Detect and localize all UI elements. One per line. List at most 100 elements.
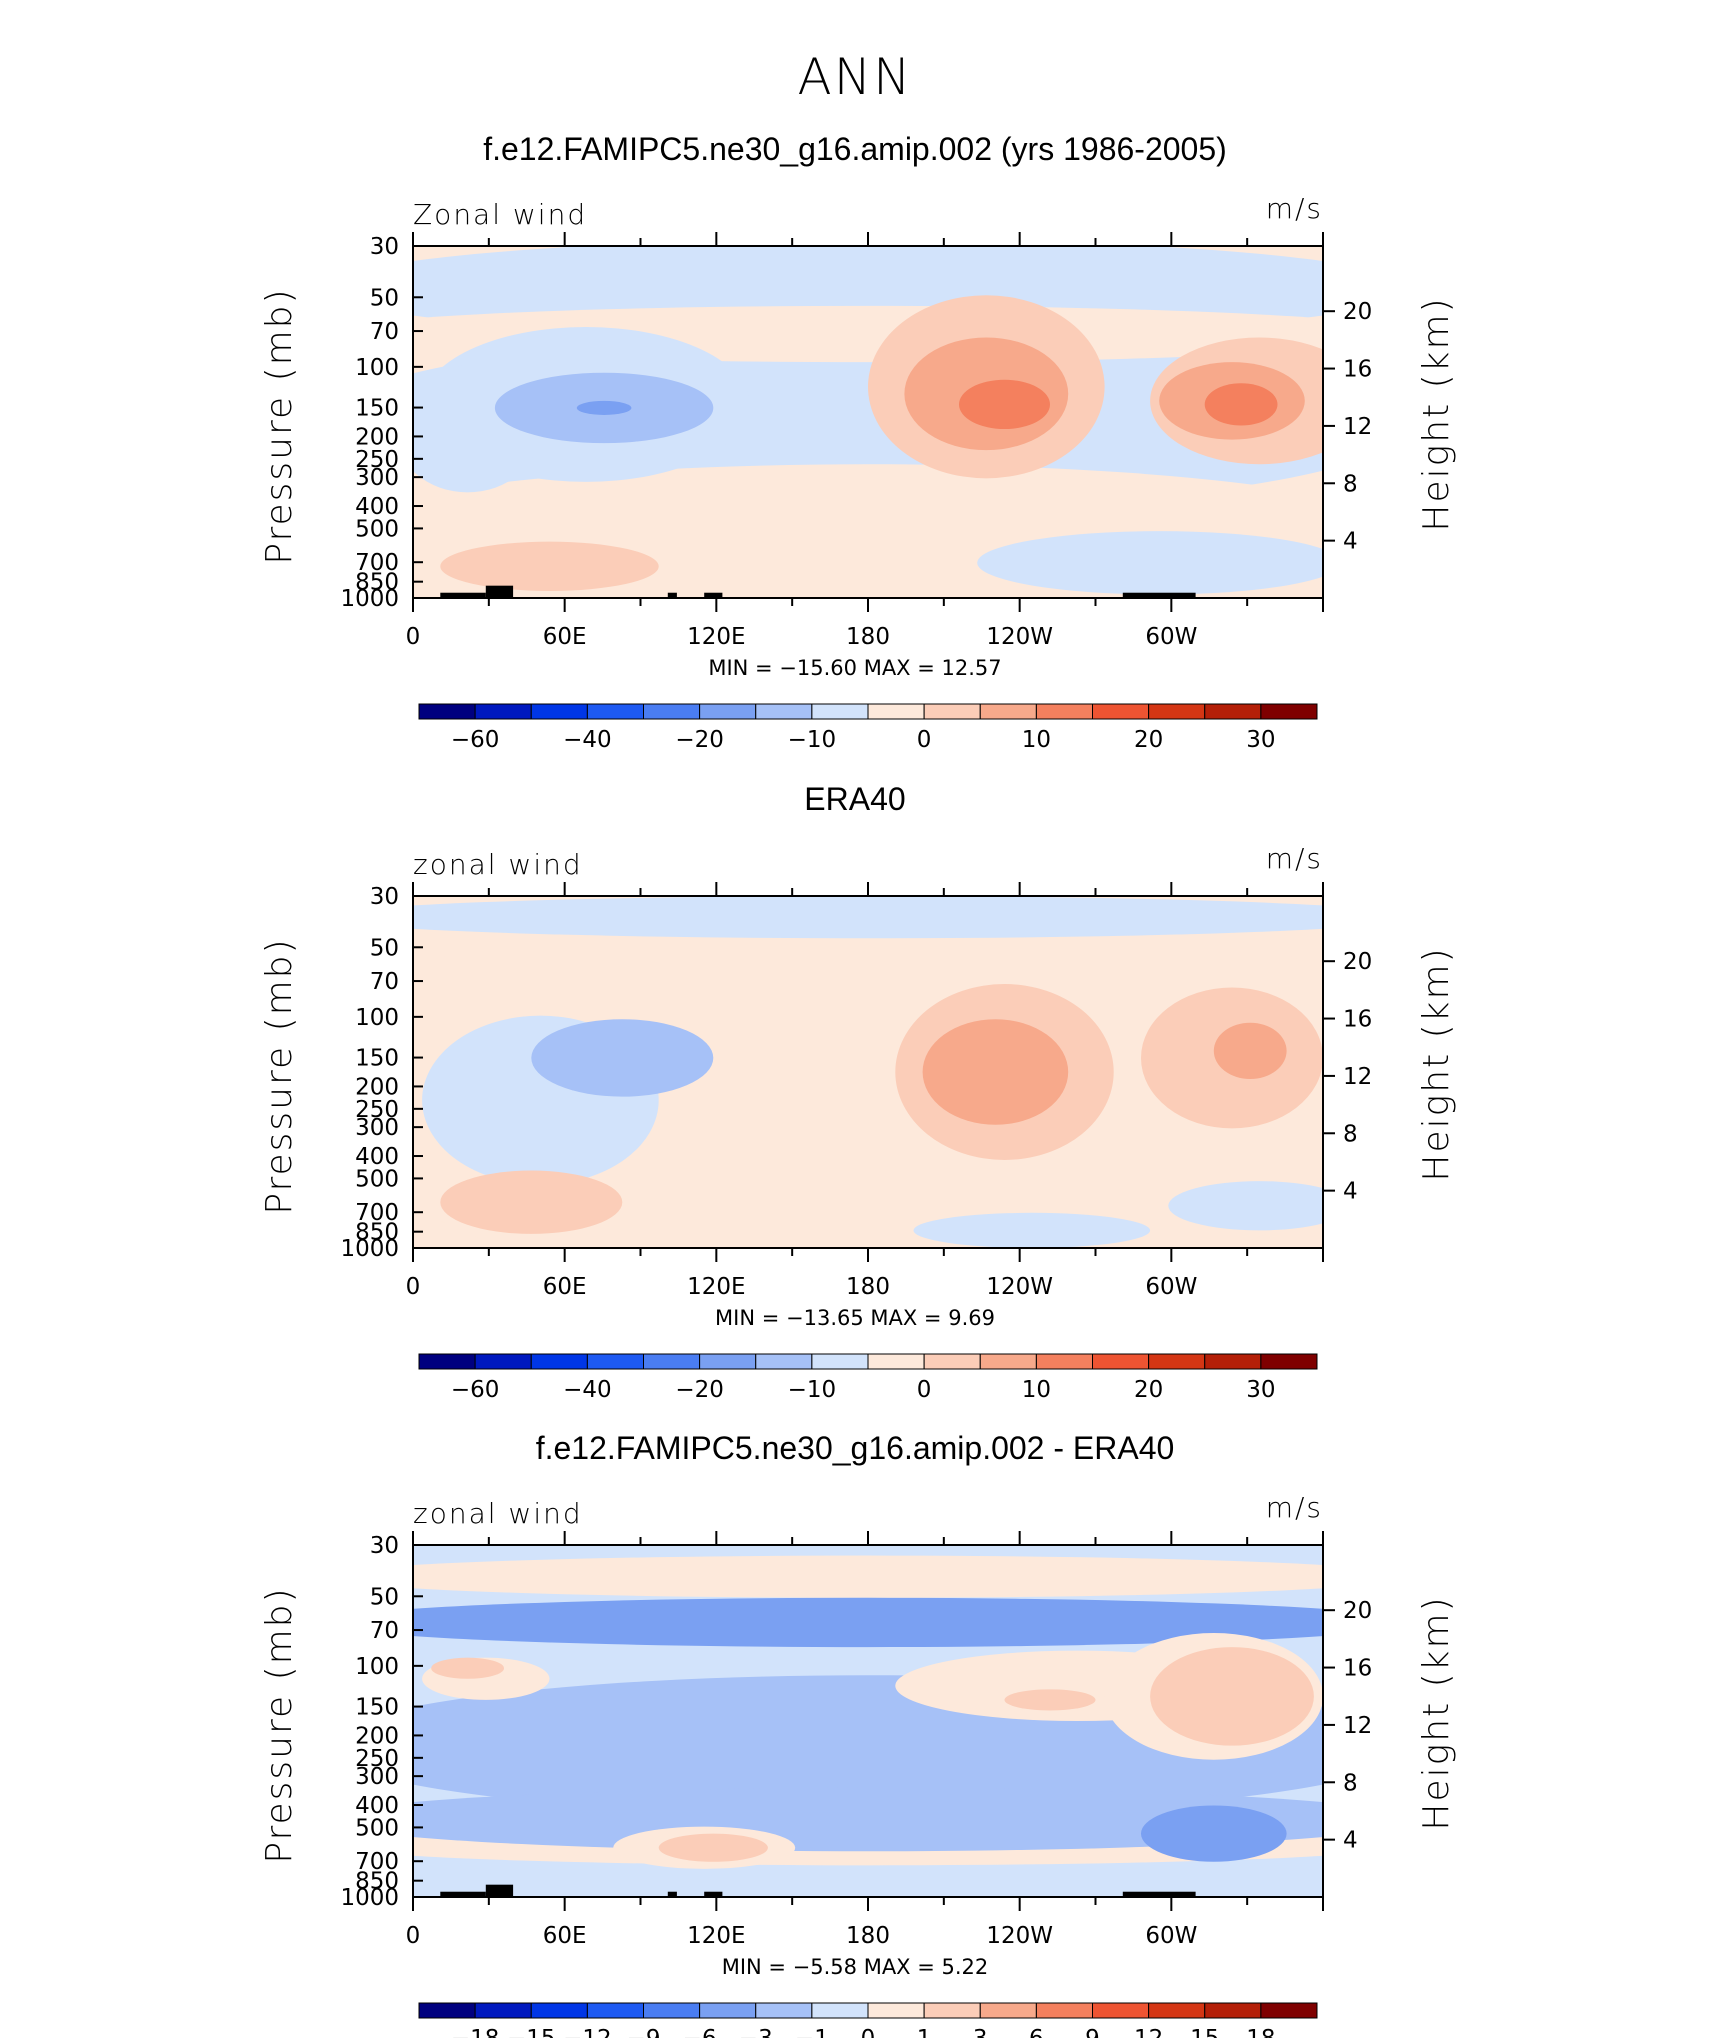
colorbar-swatch [586, 2002, 644, 2019]
pressure-tick-label: 100 [355, 1654, 399, 1680]
colorbar-label: 3 [973, 2026, 988, 2038]
lon-tick-label: 60W [1145, 1274, 1197, 1300]
colorbar-label: 10 [1022, 727, 1051, 753]
panel-1: f.e12.FAMIPC5.ne30_g16.amip.002 (yrs 198… [259, 131, 1457, 753]
field-label: zonal wind [413, 848, 583, 881]
colorbar-swatch [1148, 1353, 1206, 1370]
colorbar-swatch [867, 703, 925, 720]
y-axis-label-left: Pressure (mb) [259, 287, 300, 564]
lon-tick-label: 60W [1145, 1923, 1197, 1949]
colorbar-label: −6 [683, 2026, 717, 2038]
pressure-tick-label: 400 [355, 1793, 399, 1819]
lon-tick-label: 120W [986, 1274, 1053, 1300]
colorbar-swatch [923, 703, 981, 720]
colorbar-swatch [699, 703, 757, 720]
height-tick-label: 12 [1343, 1064, 1372, 1090]
page-title: ANN [797, 48, 912, 106]
colorbar-label: 30 [1246, 727, 1275, 753]
pressure-tick-label: 250 [355, 1746, 399, 1772]
colorbar: −18 −15 −12 −9 −6 −3 −1 0 1 3 6 9 12 15 18 [418, 2002, 1318, 2038]
pressure-tick-label: 70 [370, 319, 399, 345]
contour-region [959, 379, 1050, 430]
height-tick-label: 4 [1343, 1179, 1358, 1205]
colorbar-swatch [418, 2002, 476, 2019]
panel-3: f.e12.FAMIPC5.ne30_g16.amip.002 - ERA40 z… [259, 1430, 1457, 2038]
colorbar-swatch [1035, 1353, 1093, 1370]
colorbar-label: −60 [451, 1377, 500, 1403]
topography-mask [704, 592, 723, 598]
colorbar-swatch [418, 703, 476, 720]
colorbar-swatch [1204, 1353, 1262, 1370]
contour-field [413, 896, 1323, 1248]
colorbar-swatch [643, 2002, 701, 2019]
pressure-tick-label: 1000 [340, 1885, 399, 1911]
lon-tick-label: 120E [687, 1923, 745, 1949]
contour-region [1213, 1022, 1287, 1080]
pressure-tick-label: 300 [355, 465, 399, 491]
colorbar-swatch [586, 703, 644, 720]
colorbar-swatch [643, 703, 701, 720]
lon-tick-label: 120W [986, 624, 1053, 650]
colorbar-swatch [1260, 703, 1318, 720]
colorbar: −60 −40 −20 −10 0 10 20 30 [418, 703, 1318, 753]
colorbar-swatch [699, 2002, 757, 2019]
height-tick-label: 8 [1343, 1121, 1358, 1147]
pressure-tick-label: 400 [355, 494, 399, 520]
colorbar-label: −9 [627, 2026, 661, 2038]
contour-region [1004, 1689, 1096, 1711]
colorbar-swatch [811, 2002, 869, 2019]
height-tick-label: 4 [1343, 1828, 1358, 1854]
pressure-tick-label: 70 [370, 969, 399, 995]
colorbar-label: −40 [563, 727, 612, 753]
pressure-tick-label: 200 [355, 1074, 399, 1100]
pressure-tick-label: 50 [370, 285, 399, 311]
colorbar-swatch [923, 2002, 981, 2019]
colorbar-label: 15 [1190, 2026, 1219, 2038]
topography-mask [440, 1891, 486, 1897]
pressure-tick-label: 1000 [340, 586, 399, 612]
units-label: m/s [1266, 1491, 1323, 1524]
min-max-label: MIN = −15.60 MAX = 12.57 [708, 656, 1001, 680]
height-tick-label: 20 [1343, 949, 1372, 975]
topography-mask [667, 592, 677, 598]
topography-mask [485, 585, 514, 598]
colorbar-label: −15 [507, 2026, 556, 2038]
lon-tick-label: 0 [406, 624, 421, 650]
pressure-tick-label: 500 [355, 516, 399, 542]
colorbar-swatch [811, 1353, 869, 1370]
pressure-tick-label: 1000 [340, 1236, 399, 1262]
pressure-tick-label: 400 [355, 1144, 399, 1170]
contour-region [413, 1555, 1323, 1598]
lon-tick-label: 120E [687, 1274, 745, 1300]
pressure-tick-label: 150 [355, 396, 399, 422]
colorbar-label: −20 [675, 1377, 724, 1403]
contour-region [977, 531, 1323, 595]
pressure-tick-label: 250 [355, 1097, 399, 1123]
lon-tick-label: 180 [846, 1274, 890, 1300]
topography-mask [1122, 1891, 1196, 1897]
contour-region [576, 400, 632, 415]
contour-region [413, 896, 1323, 1248]
panel-title: f.e12.FAMIPC5.ne30_g16.amip.002 - ERA40 [536, 1430, 1175, 1466]
pressure-tick-label: 30 [370, 884, 399, 910]
colorbar-swatch [474, 703, 532, 720]
height-tick-label: 16 [1343, 1007, 1372, 1033]
colorbar-label: 10 [1022, 1377, 1051, 1403]
pressure-tick-label: 30 [370, 234, 399, 260]
pressure-tick-label: 500 [355, 1166, 399, 1192]
y-axis-label-right: Height (km) [1416, 946, 1457, 1181]
contour-field [413, 1545, 1323, 1897]
contour-region [431, 1657, 504, 1679]
contour-region [1168, 1181, 1323, 1231]
colorbar-label: 0 [917, 1377, 932, 1403]
topography-mask [485, 1884, 514, 1897]
field-label: Zonal wind [413, 198, 587, 231]
pressure-tick-label: 100 [355, 1005, 399, 1031]
colorbar-swatch [979, 1353, 1037, 1370]
colorbar-swatch [1092, 1353, 1150, 1370]
colorbar: −60 −40 −20 −10 0 10 20 30 [418, 1353, 1318, 1403]
pressure-tick-label: 500 [355, 1815, 399, 1841]
colorbar-label: 6 [1029, 2026, 1044, 2038]
contour-region [440, 1170, 623, 1234]
colorbar-swatch [1035, 2002, 1093, 2019]
